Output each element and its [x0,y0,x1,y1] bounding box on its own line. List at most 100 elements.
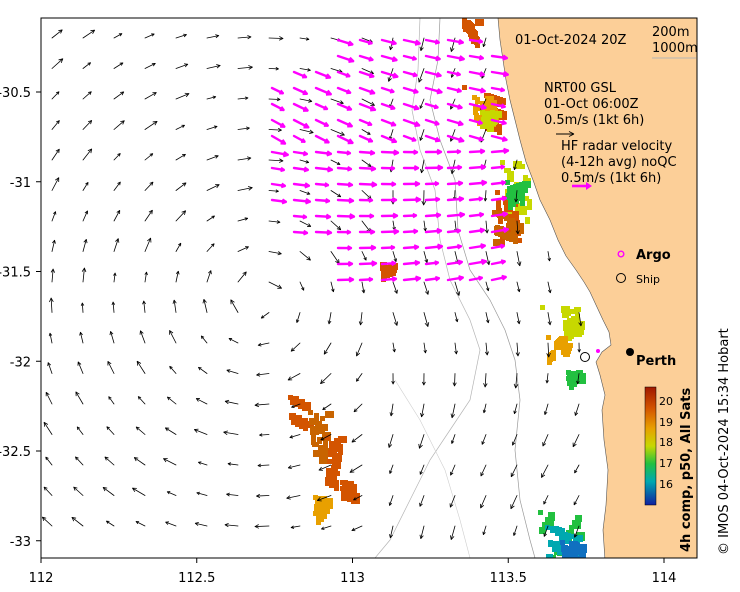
model-current-arrow [330,159,341,165]
model-current-arrow [47,362,53,374]
model-current-arrow [136,360,146,374]
model-current-arrow [82,62,91,69]
sst-pixel [484,118,491,123]
hf-radar-arrow [446,228,462,234]
hf-radar-arrow [292,102,309,112]
hf-radar-arrow [424,38,440,45]
hf-radar-arrow [468,164,487,171]
hf-radar-arrow [314,182,330,188]
model-current-arrow [388,495,394,506]
model-current-arrow [420,159,425,174]
model-current-arrow [573,495,580,506]
sst-pixel [569,541,578,548]
hf-radar-arrow [358,244,377,251]
model-current-arrow [547,312,552,326]
model-current-arrow [75,456,84,466]
hf-radar-arrow [490,243,506,250]
hf-radar-arrow [336,86,352,95]
model-current-arrow [543,495,549,505]
legend-ship: Ship [616,273,660,286]
sst-pixel [329,483,336,488]
model-current-arrow [237,217,249,222]
hf-radar-arrow [402,244,420,251]
plot-frame [40,17,698,559]
hf-radar-arrow [490,70,509,78]
hf-radar-arrow [468,275,483,282]
model-current-arrow [144,92,157,100]
hf-radar-arrow [336,245,353,251]
radar-label-2: (4-12h avg) noQC [561,155,677,170]
model-scale-label: 0.5m/s (1kt 6h) [544,113,644,128]
model-current-arrow [330,281,335,293]
sst-pixel [566,530,573,535]
sst-pixel [502,230,509,239]
y-tick-label: -31.5 [0,266,31,281]
sst-pixel [338,444,343,455]
sst-pixel [484,93,491,98]
y-tick-label: -30.5 [0,86,31,101]
model-current-arrow [237,156,252,161]
model-current-arrow [515,342,520,357]
sst-pixel [466,26,473,31]
model-current-arrow [323,342,332,355]
hf-radar-arrow [446,102,463,110]
sst-pixel [551,555,556,558]
colorbar-tick-18: 18 [659,436,673,449]
sst-pixel [546,335,551,340]
model-current-arrow [482,525,487,536]
sst-pixel [322,512,327,519]
hf-radar-arrow [490,134,508,142]
sst-pixel [480,120,489,129]
sst-pixel [545,517,554,528]
sst-pixel [575,515,582,522]
hf-radar-arrow [270,150,289,158]
hf-radar-arrow [292,86,308,96]
sst-pixel [496,199,501,210]
hf-radar-arrow [424,275,441,282]
model-current-arrow [481,434,487,445]
model-current-arrow [51,211,57,222]
model-current-arrow [175,63,189,69]
model-current-arrow [194,522,208,527]
sst-pixel [564,327,573,336]
model-current-arrow [226,369,239,374]
model-current-arrow [108,396,115,405]
model-current-arrow [237,246,249,252]
sst-pixel [326,468,335,479]
sst-pixel [498,217,503,224]
hf-radar-arrow [336,197,355,204]
model-current-arrow [144,237,152,252]
model-current-arrow [237,126,250,131]
model-current-arrow [175,124,185,130]
hf-radar-arrow [314,70,332,80]
sst-pixel [508,218,515,223]
hf-radar-arrow [402,118,421,128]
sst-pixel [503,196,512,205]
hf-radar-arrow [402,134,417,142]
hf-radar-arrow [468,54,485,61]
hf-radar-arrow [468,102,487,111]
model-current-arrow [113,181,121,191]
sst-pixel [341,494,348,501]
hf-radar-arrow [358,118,373,127]
model-current-arrow [320,434,332,441]
hf-radar-arrow [380,260,397,267]
hf-radar-arrow [446,86,462,94]
sst-pixel [310,426,319,435]
model-current-arrow [320,373,332,384]
sst-pixel [333,447,340,452]
hf-radar-arrow [358,134,374,143]
sst-pixel [473,104,478,115]
hf-radar-arrow [424,118,440,126]
model-current-arrow [286,495,301,500]
model-current-arrow [165,521,177,527]
hf-radar-arrow [314,166,334,173]
model-current-arrow [223,430,239,436]
sst-pixel [546,554,553,558]
x-tick-label: 113.5 [490,571,527,586]
hf-radar-arrow [490,195,508,202]
hf-radar-arrow [402,212,418,219]
date-label: 01-Oct-2024 20Z [515,33,627,48]
x-tick-label: 112.5 [178,571,215,586]
hf-radar-arrow [468,258,487,266]
